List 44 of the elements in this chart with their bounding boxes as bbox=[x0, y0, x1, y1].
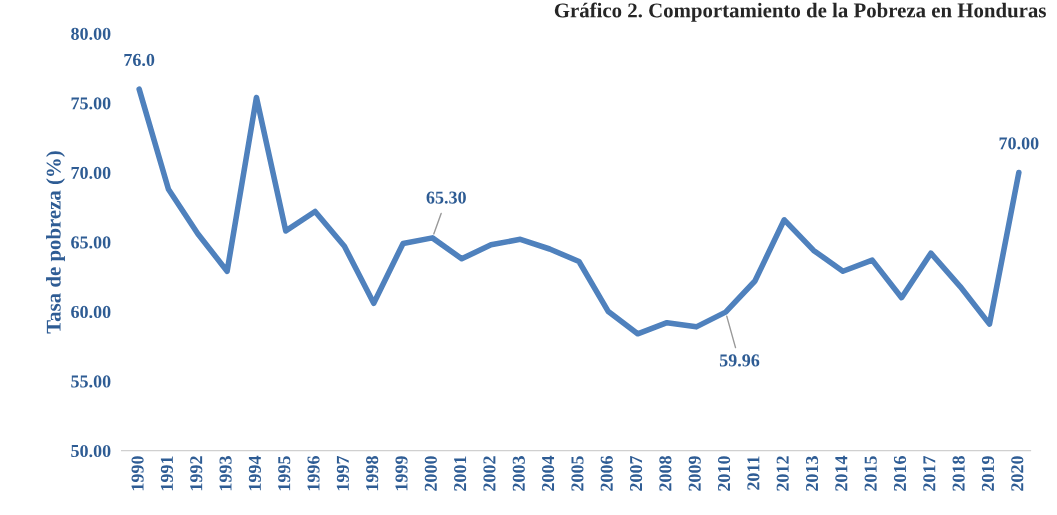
y-tick-label: 70.00 bbox=[71, 166, 111, 180]
data-label: 76.0 bbox=[124, 53, 155, 67]
x-tick-label: 1998 bbox=[366, 456, 379, 491]
x-tick-label: 2008 bbox=[659, 456, 672, 491]
data-label: 70.00 bbox=[999, 137, 1039, 150]
x-tick-label: 1992 bbox=[190, 456, 203, 491]
y-tick-label: 80.00 bbox=[71, 27, 111, 40]
x-tick-label: 2012 bbox=[776, 456, 789, 491]
x-tick-label: 2001 bbox=[454, 456, 467, 491]
x-tick-label: 2005 bbox=[571, 456, 584, 491]
x-tick-label: 2000 bbox=[424, 456, 437, 491]
y-tick-label: 55.00 bbox=[71, 375, 111, 388]
x-tick-label: 2010 bbox=[717, 456, 731, 491]
x-tick-label: 2015 bbox=[864, 456, 877, 491]
x-tick-label: 2013 bbox=[805, 456, 819, 491]
chart-title: Gráfico 2. Comportamiento de la Pobreza en Honduras bbox=[554, 2, 1046, 22]
x-tick-label: 2003 bbox=[512, 456, 525, 491]
x-tick-label: 1990 bbox=[131, 456, 144, 491]
x-tick-label: 1995 bbox=[278, 456, 291, 491]
x-tick-label: 2016 bbox=[893, 456, 907, 491]
x-tick-label: 2004 bbox=[542, 455, 555, 491]
y-axis-title: Tasa de pobreza (%) bbox=[46, 151, 65, 334]
x-tick-label: 2018 bbox=[952, 456, 965, 491]
x-tick-label: 1996 bbox=[307, 456, 320, 491]
x-tick-label: 2017 bbox=[923, 455, 936, 491]
x-tick-label: 2002 bbox=[483, 456, 496, 491]
x-tick-label: 2014 bbox=[835, 455, 848, 491]
x-tick-label: 2019 bbox=[981, 456, 995, 491]
data-label: 65.30 bbox=[426, 191, 466, 204]
y-tick-label: 50.00 bbox=[71, 444, 111, 458]
x-tick-label: 2011 bbox=[747, 456, 760, 490]
x-tick-label: 1991 bbox=[160, 456, 173, 491]
x-tick-label: 2009 bbox=[688, 456, 701, 491]
x-tick-label: 2007 bbox=[629, 455, 643, 491]
y-tick-label: 65.00 bbox=[71, 236, 111, 249]
data-label: 59.96 bbox=[719, 354, 760, 367]
x-tick-label: 1993 bbox=[219, 456, 232, 491]
y-tick-label: 60.00 bbox=[71, 305, 111, 319]
x-tick-label: 1994 bbox=[248, 455, 261, 491]
x-tick-label: 2006 bbox=[600, 456, 613, 491]
y-tick-label: 75.00 bbox=[71, 97, 111, 110]
x-tick-label: 1997 bbox=[336, 455, 349, 491]
x-tick-label: 2020 bbox=[1011, 456, 1024, 491]
x-tick-label: 1999 bbox=[395, 456, 408, 491]
